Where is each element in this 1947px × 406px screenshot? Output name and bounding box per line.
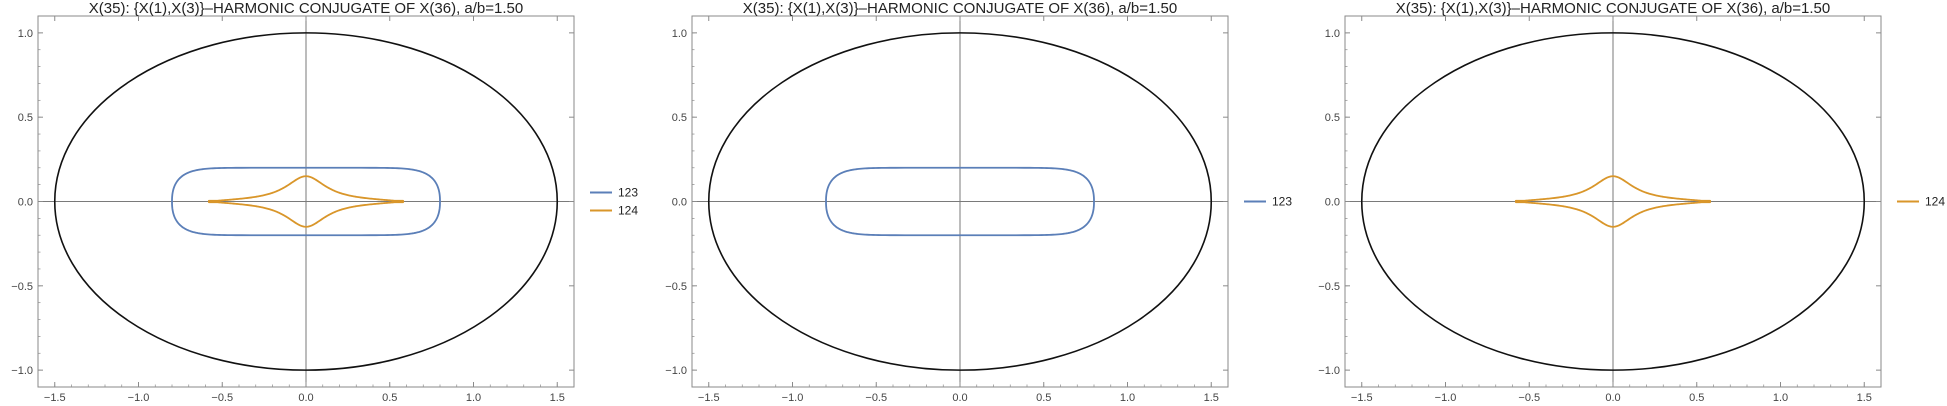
y-tick-label: −1.0	[1318, 365, 1340, 377]
x-tick-label: 1.0	[466, 392, 481, 404]
x-tick-label: −1.5	[698, 392, 720, 404]
x-tick-label: 1.5	[1204, 392, 1219, 404]
outer-ellipse	[707, 32, 1213, 371]
series-124-curve	[1514, 175, 1712, 228]
outer-ellipse	[1360, 32, 1866, 371]
outer-ellipse	[53, 32, 559, 371]
y-tick-label: −0.5	[665, 281, 687, 293]
series-124-curve	[207, 175, 405, 228]
x-tick-label: 0.0	[1605, 392, 1620, 404]
x-tick-label: 0.5	[382, 392, 397, 404]
y-tick-label: 1.0	[672, 28, 687, 40]
y-tick-label: −1.0	[11, 365, 33, 377]
y-tick-label: 0.5	[18, 112, 33, 124]
x-tick-label: −0.5	[865, 392, 887, 404]
y-tick-label: 0.0	[1325, 197, 1340, 209]
x-tick-label: −1.0	[1435, 392, 1457, 404]
chart-title: X(35): {X(1),X(3)}–HARMONIC CONJUGATE OF…	[1396, 0, 1830, 17]
y-tick-label: 0.0	[672, 197, 687, 209]
chart-title: X(35): {X(1),X(3)}–HARMONIC CONJUGATE OF…	[89, 0, 523, 17]
chart-title: X(35): {X(1),X(3)}–HARMONIC CONJUGATE OF…	[743, 0, 1177, 17]
x-tick-label: −0.5	[211, 392, 233, 404]
x-tick-label: −1.5	[1351, 392, 1373, 404]
x-tick-label: −1.0	[782, 392, 804, 404]
legend-label-123: 123	[618, 186, 638, 200]
y-tick-label: 1.0	[18, 28, 33, 40]
x-tick-label: 1.5	[1857, 392, 1872, 404]
chart-panel-1: X(35): {X(1),X(3)}–HARMONIC CONJUGATE OF…	[11, 0, 638, 404]
chart-panel-3: X(35): {X(1),X(3)}–HARMONIC CONJUGATE OF…	[1318, 0, 1945, 404]
y-tick-label: −0.5	[1318, 281, 1340, 293]
y-tick-label: 1.0	[1325, 28, 1340, 40]
legend-label-124: 124	[618, 204, 638, 218]
x-tick-label: −1.0	[128, 392, 150, 404]
x-tick-label: −1.5	[44, 392, 66, 404]
legend-label-123: 123	[1272, 195, 1292, 209]
y-tick-label: −1.0	[665, 365, 687, 377]
x-tick-label: 0.5	[1689, 392, 1704, 404]
x-tick-label: 1.0	[1120, 392, 1135, 404]
series-123-curve	[171, 166, 441, 237]
x-tick-label: −0.5	[1518, 392, 1540, 404]
x-tick-label: 1.0	[1773, 392, 1788, 404]
x-tick-label: 0.0	[952, 392, 967, 404]
y-tick-label: −0.5	[11, 281, 33, 293]
x-tick-label: 0.0	[298, 392, 313, 404]
x-tick-label: 0.5	[1036, 392, 1051, 404]
legend-label-124: 124	[1925, 195, 1945, 209]
series-123-curve	[825, 166, 1095, 237]
y-tick-label: 0.0	[18, 197, 33, 209]
x-tick-label: 1.5	[550, 392, 565, 404]
chart-panel-2: X(35): {X(1),X(3)}–HARMONIC CONJUGATE OF…	[665, 0, 1292, 404]
y-tick-label: 0.5	[672, 112, 687, 124]
y-tick-label: 0.5	[1325, 112, 1340, 124]
